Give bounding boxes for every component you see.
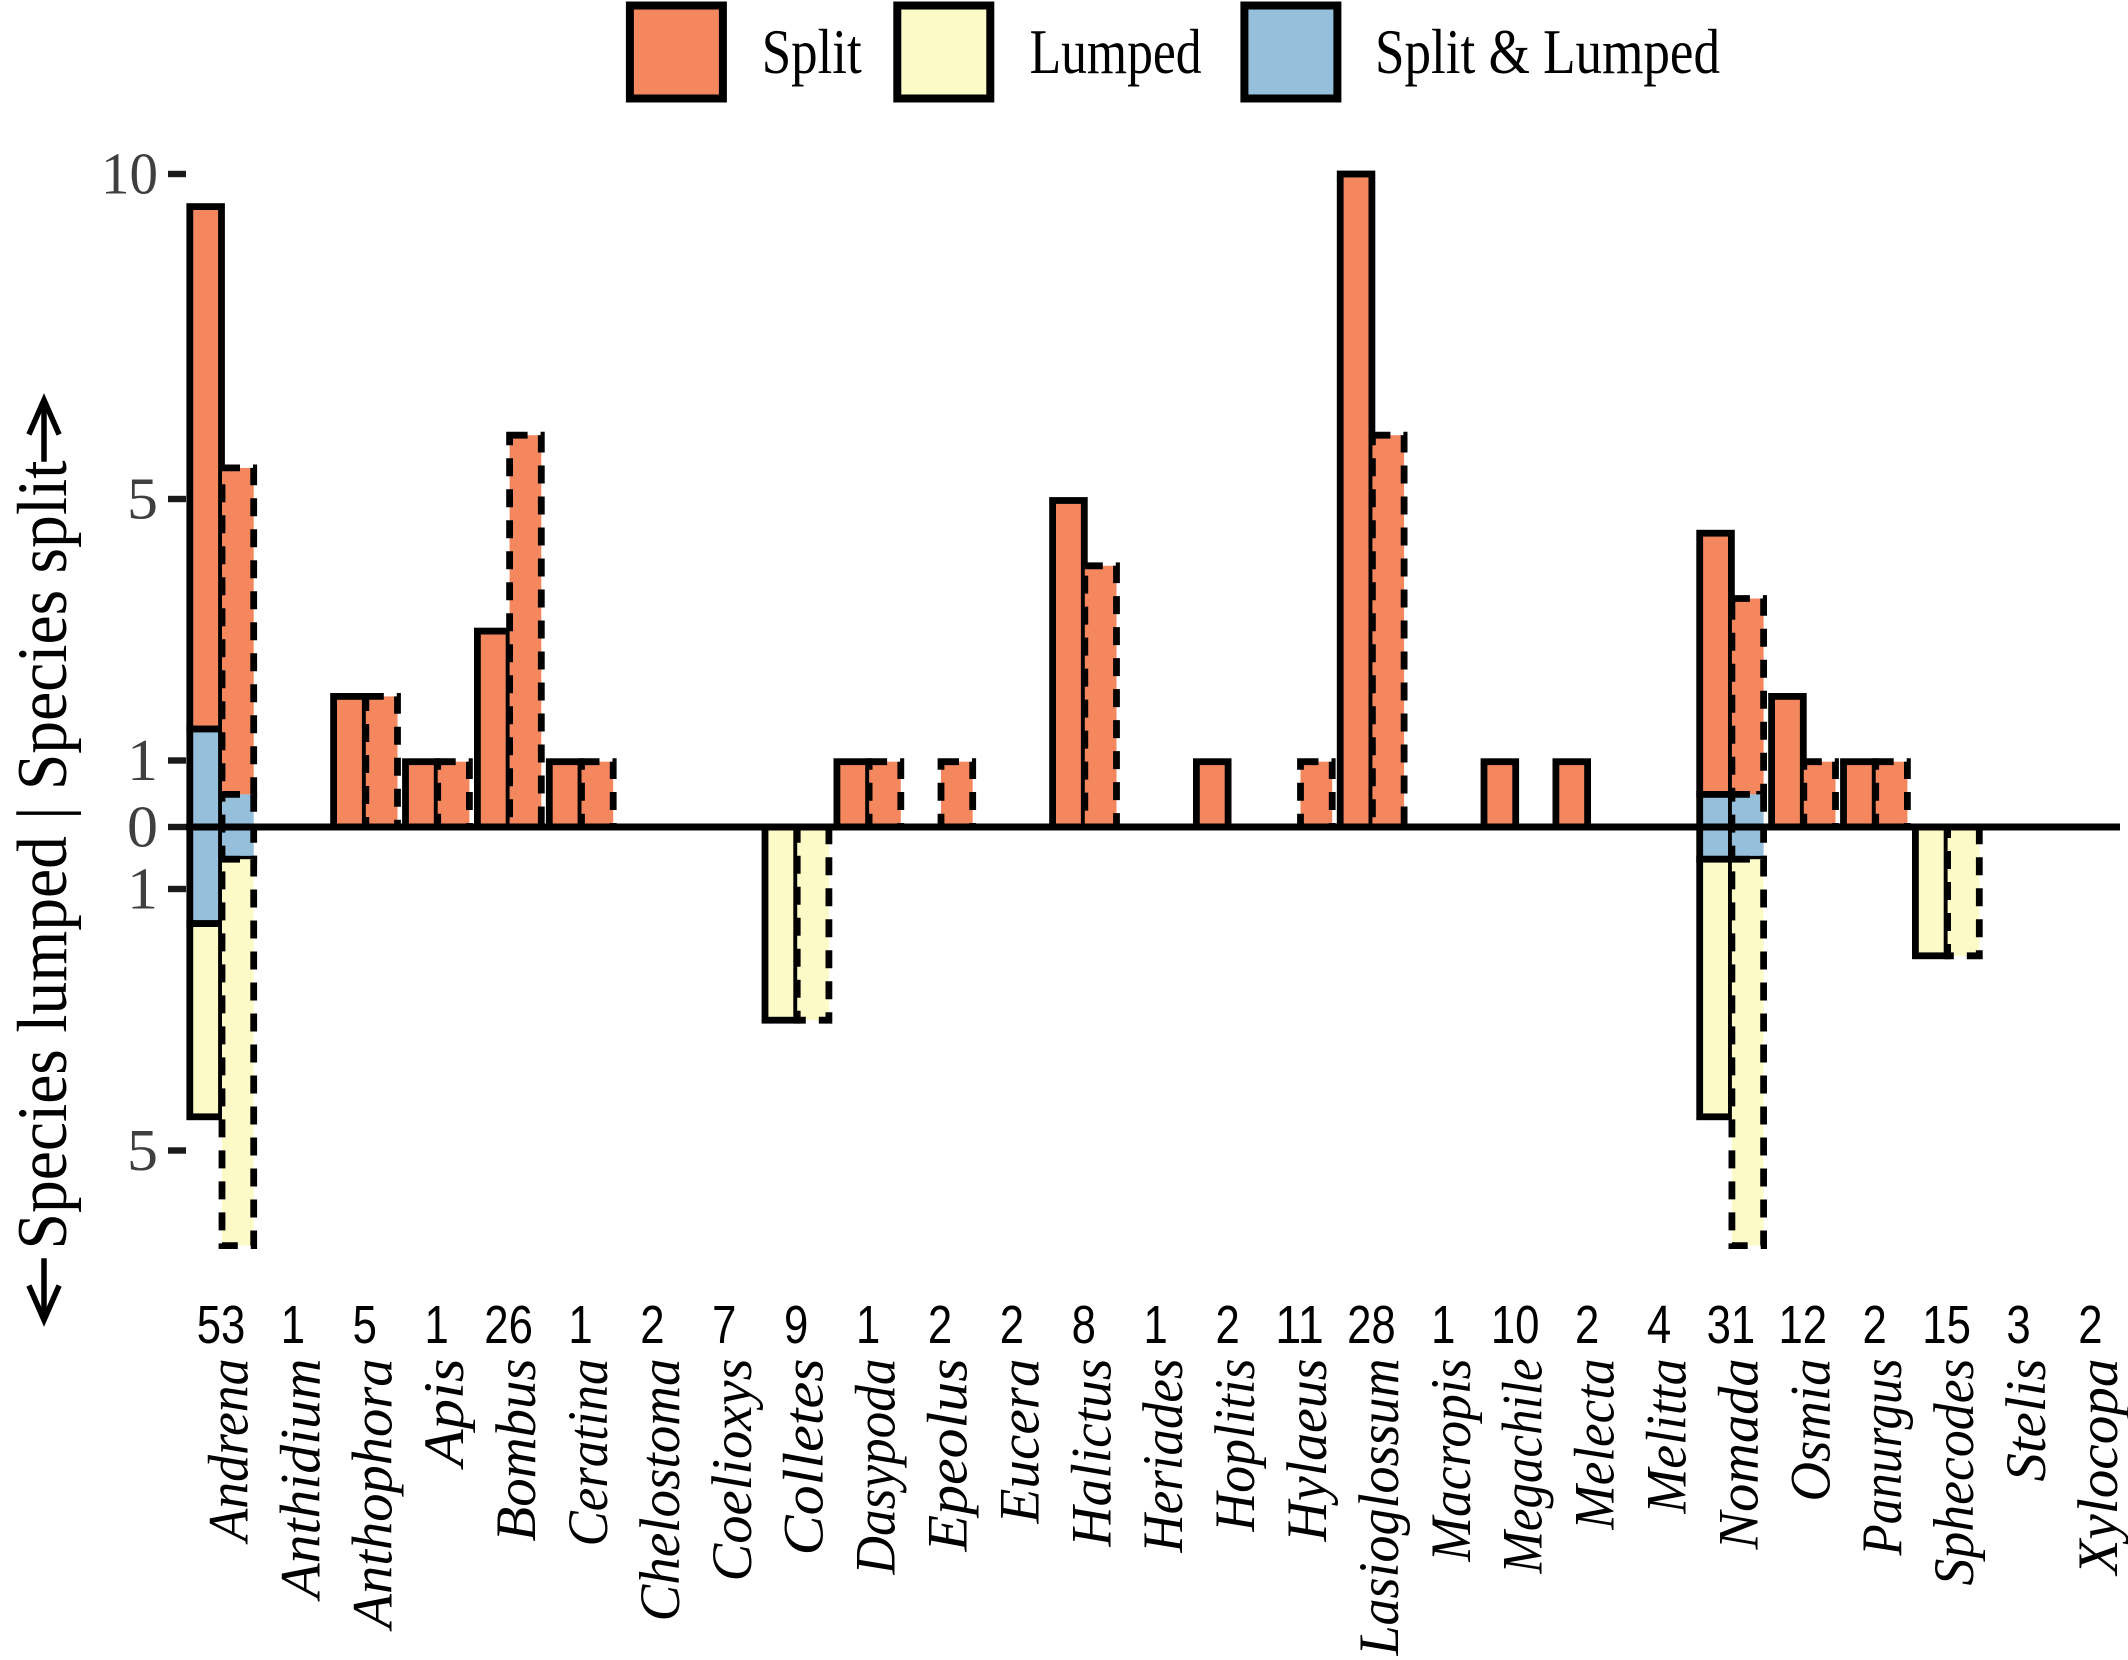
- svg-text:10: 10: [101, 141, 158, 207]
- svg-text:28: 28: [1347, 1295, 1396, 1355]
- svg-text:Nomada: Nomada: [1707, 1359, 1770, 1551]
- svg-text:Halictus: Halictus: [1060, 1359, 1123, 1548]
- svg-text:2: 2: [2078, 1295, 2102, 1355]
- svg-text:1: 1: [425, 1295, 449, 1355]
- svg-text:Hylaeus: Hylaeus: [1276, 1359, 1339, 1543]
- svg-text:2: 2: [1215, 1295, 1239, 1355]
- svg-text:Coelioxys: Coelioxys: [701, 1359, 764, 1582]
- svg-text:9: 9: [784, 1295, 808, 1355]
- svg-text:Panurgus: Panurgus: [1851, 1359, 1914, 1557]
- svg-text:Split & Lumped: Split & Lumped: [1375, 17, 1720, 87]
- svg-text:2: 2: [928, 1295, 952, 1355]
- svg-text:1: 1: [281, 1295, 305, 1355]
- svg-text:Stelis: Stelis: [1995, 1359, 2058, 1482]
- svg-text:1: 1: [127, 856, 158, 922]
- svg-text:53: 53: [197, 1295, 246, 1355]
- svg-text:Macropis: Macropis: [1420, 1359, 1483, 1563]
- svg-text:Lasioglossum: Lasioglossum: [1348, 1359, 1411, 1657]
- svg-text:Split: Split: [762, 17, 862, 87]
- svg-text:1: 1: [1431, 1295, 1455, 1355]
- svg-text:Species lumped | Species split: Species lumped | Species split: [4, 460, 82, 1249]
- svg-text:0: 0: [127, 794, 158, 860]
- svg-text:2: 2: [1000, 1295, 1024, 1355]
- svg-text:5: 5: [127, 466, 158, 532]
- svg-text:Bombus: Bombus: [485, 1359, 548, 1542]
- svg-text:2: 2: [640, 1295, 664, 1355]
- svg-text:Osmia: Osmia: [1779, 1359, 1842, 1502]
- svg-text:Anthidium: Anthidium: [269, 1359, 332, 1603]
- svg-text:Colletes: Colletes: [773, 1359, 836, 1556]
- svg-text:12: 12: [1779, 1295, 1828, 1355]
- svg-text:1: 1: [1144, 1295, 1168, 1355]
- svg-text:Melecta: Melecta: [1564, 1359, 1627, 1531]
- svg-text:11: 11: [1275, 1295, 1324, 1355]
- svg-text:Anthophora: Anthophora: [341, 1359, 404, 1633]
- svg-text:Ceratina: Ceratina: [557, 1359, 620, 1547]
- svg-text:10: 10: [1491, 1295, 1540, 1355]
- svg-text:Hoplitis: Hoplitis: [1204, 1359, 1267, 1533]
- svg-text:2: 2: [1863, 1295, 1887, 1355]
- svg-text:26: 26: [484, 1295, 533, 1355]
- svg-text:Lumped: Lumped: [1030, 17, 1202, 87]
- svg-text:7: 7: [712, 1295, 736, 1355]
- svg-text:3: 3: [2006, 1295, 2030, 1355]
- svg-text:Sphecodes: Sphecodes: [1923, 1359, 1986, 1586]
- svg-text:1: 1: [856, 1295, 880, 1355]
- svg-text:Chelostoma: Chelostoma: [629, 1359, 692, 1622]
- svg-text:4: 4: [1647, 1295, 1671, 1355]
- svg-text:Epeolus: Epeolus: [917, 1359, 980, 1553]
- svg-text:8: 8: [1072, 1295, 1096, 1355]
- svg-text:Melitta: Melitta: [1636, 1359, 1699, 1515]
- svg-text:5: 5: [127, 1117, 158, 1183]
- svg-text:31: 31: [1707, 1295, 1756, 1355]
- svg-text:Xylocopa: Xylocopa: [2067, 1359, 2128, 1577]
- svg-text:Eucera: Eucera: [988, 1359, 1051, 1525]
- svg-text:Heriades: Heriades: [1132, 1359, 1195, 1554]
- svg-text:Apis: Apis: [413, 1359, 476, 1471]
- svg-text:2: 2: [1575, 1295, 1599, 1355]
- svg-text:5: 5: [353, 1295, 377, 1355]
- svg-text:Andrena: Andrena: [198, 1359, 261, 1546]
- svg-text:1: 1: [568, 1295, 592, 1355]
- svg-text:1: 1: [127, 727, 158, 793]
- svg-text:Megachile: Megachile: [1492, 1359, 1555, 1575]
- svg-text:15: 15: [1922, 1295, 1971, 1355]
- svg-text:Dasypoda: Dasypoda: [845, 1359, 908, 1576]
